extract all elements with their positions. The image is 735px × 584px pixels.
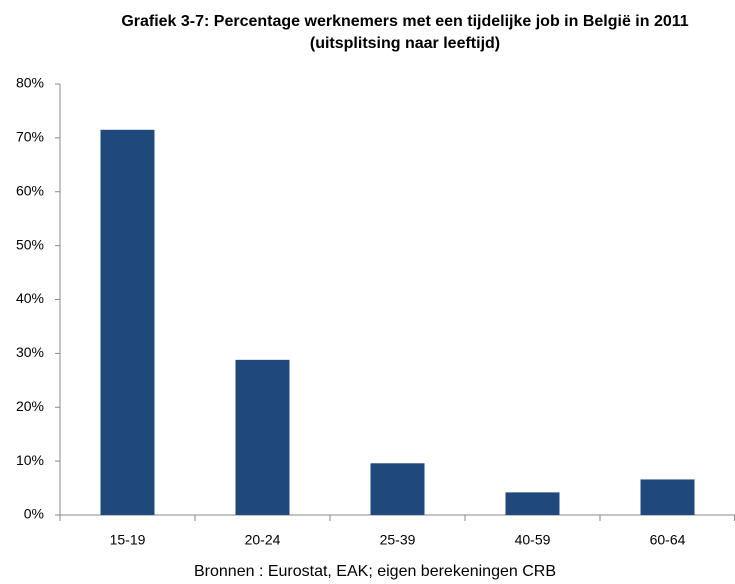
source-note: Bronnen : Eurostat, EAK; eigen berekenin… [194,563,556,580]
bar [505,492,560,515]
y-tick-label: 50% [16,236,44,252]
bar [370,463,425,515]
chart-title: Grafiek 3-7: Percentage werknemers met e… [121,13,688,30]
y-tick-label: 30% [16,344,44,360]
x-tick-label: 40-59 [515,532,551,548]
chart-title: (uitsplitsing naar leeftijd) [310,35,500,52]
y-tick-label: 20% [16,398,44,414]
y-tick-label: 80% [16,75,44,91]
y-tick-label: 0% [24,506,44,522]
x-tick-label: 60-64 [650,532,686,548]
x-tick-label: 20-24 [245,532,281,548]
x-tick-label: 15-19 [110,532,146,548]
y-tick-label: 40% [16,290,44,306]
bar [640,479,695,515]
bar [100,129,155,515]
bar [235,359,290,515]
y-tick-label: 10% [16,452,44,468]
y-tick-label: 60% [16,182,44,198]
y-tick-label: 70% [16,129,44,145]
x-tick-label: 25-39 [380,532,416,548]
